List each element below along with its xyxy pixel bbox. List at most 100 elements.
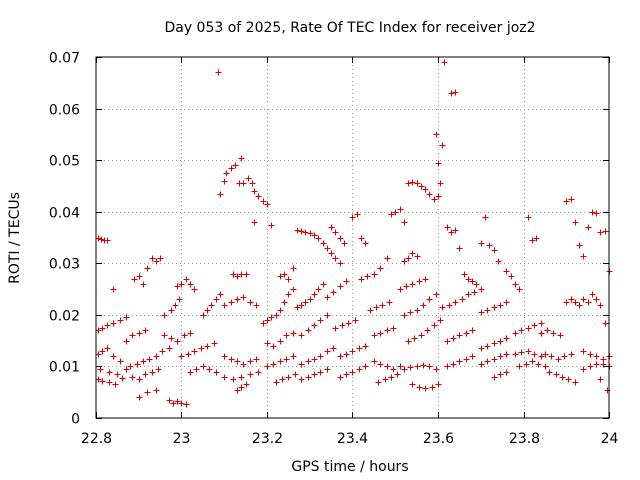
data-point (134, 361, 141, 368)
data-point (98, 236, 105, 243)
data-points (95, 59, 613, 408)
data-point (191, 348, 198, 355)
data-point (217, 191, 224, 198)
data-point (525, 348, 532, 355)
data-point (491, 374, 498, 381)
data-point (371, 332, 378, 339)
data-point (230, 376, 237, 383)
data-point (106, 379, 113, 386)
data-point (193, 366, 200, 373)
data-point (136, 376, 143, 383)
data-point (497, 338, 504, 345)
data-point (174, 398, 181, 405)
data-point (277, 273, 284, 280)
data-point (407, 364, 414, 371)
data-point (444, 363, 451, 370)
data-point (277, 358, 284, 365)
data-point (414, 307, 421, 314)
x-tick-label: 22.8 (81, 431, 112, 447)
data-point (409, 250, 416, 257)
data-point (142, 327, 149, 334)
data-point (317, 353, 324, 360)
data-point (439, 304, 446, 311)
data-point (302, 299, 309, 306)
data-point (448, 90, 455, 97)
data-point (200, 363, 207, 370)
data-point (533, 235, 540, 242)
data-point (497, 302, 504, 309)
data-point (525, 325, 532, 332)
data-point (587, 351, 594, 358)
data-point (255, 193, 262, 200)
data-point (285, 374, 292, 381)
data-point (247, 371, 254, 378)
data-point (324, 245, 331, 252)
data-point (161, 312, 168, 319)
data-point (153, 258, 160, 265)
data-point (215, 69, 222, 76)
y-axis-label: ROTI / TECUs (7, 192, 23, 284)
data-point (426, 296, 433, 303)
data-point (503, 369, 510, 376)
data-point (444, 224, 451, 231)
data-point (251, 219, 258, 226)
data-point (123, 338, 130, 345)
data-point (478, 345, 485, 352)
data-point (597, 229, 604, 236)
data-point (439, 142, 446, 149)
data-point (281, 299, 288, 306)
data-point (345, 320, 352, 327)
data-point (311, 322, 318, 329)
data-point (384, 255, 391, 262)
data-point (343, 278, 350, 285)
data-point (478, 240, 485, 247)
data-point (572, 379, 579, 386)
data-point (512, 281, 519, 288)
data-point (555, 356, 562, 363)
data-point (407, 309, 414, 316)
data-point (482, 214, 489, 221)
data-point (409, 281, 416, 288)
data-point (228, 356, 235, 363)
data-point (330, 345, 337, 352)
data-point (356, 366, 363, 373)
data-point (328, 250, 335, 257)
data-point (386, 299, 393, 306)
data-point (183, 401, 190, 408)
data-point (238, 384, 245, 391)
data-point (305, 374, 312, 381)
data-point (354, 211, 361, 218)
data-point (450, 361, 457, 368)
data-point (311, 291, 318, 298)
data-point (187, 369, 194, 376)
data-point (298, 376, 305, 383)
data-point (187, 330, 194, 337)
data-point (572, 219, 579, 226)
data-point (418, 332, 425, 339)
data-point (174, 283, 181, 290)
data-point (580, 253, 587, 260)
data-point (548, 353, 555, 360)
data-point (390, 366, 397, 373)
data-point (367, 307, 374, 314)
data-point (433, 291, 440, 298)
data-point (484, 307, 491, 314)
data-point (149, 369, 156, 376)
data-point (185, 351, 192, 358)
data-point (516, 286, 523, 293)
data-point (153, 387, 160, 394)
data-point (264, 317, 271, 324)
data-point (260, 320, 267, 327)
data-point (491, 247, 498, 254)
data-point (420, 302, 427, 309)
data-point (568, 296, 575, 303)
data-point (117, 317, 124, 324)
data-point (486, 242, 493, 249)
data-point (405, 180, 412, 187)
data-point (426, 363, 433, 370)
data-point (283, 356, 290, 363)
data-point (178, 353, 185, 360)
data-point (290, 265, 297, 272)
data-point (285, 276, 292, 283)
data-point (377, 330, 384, 337)
